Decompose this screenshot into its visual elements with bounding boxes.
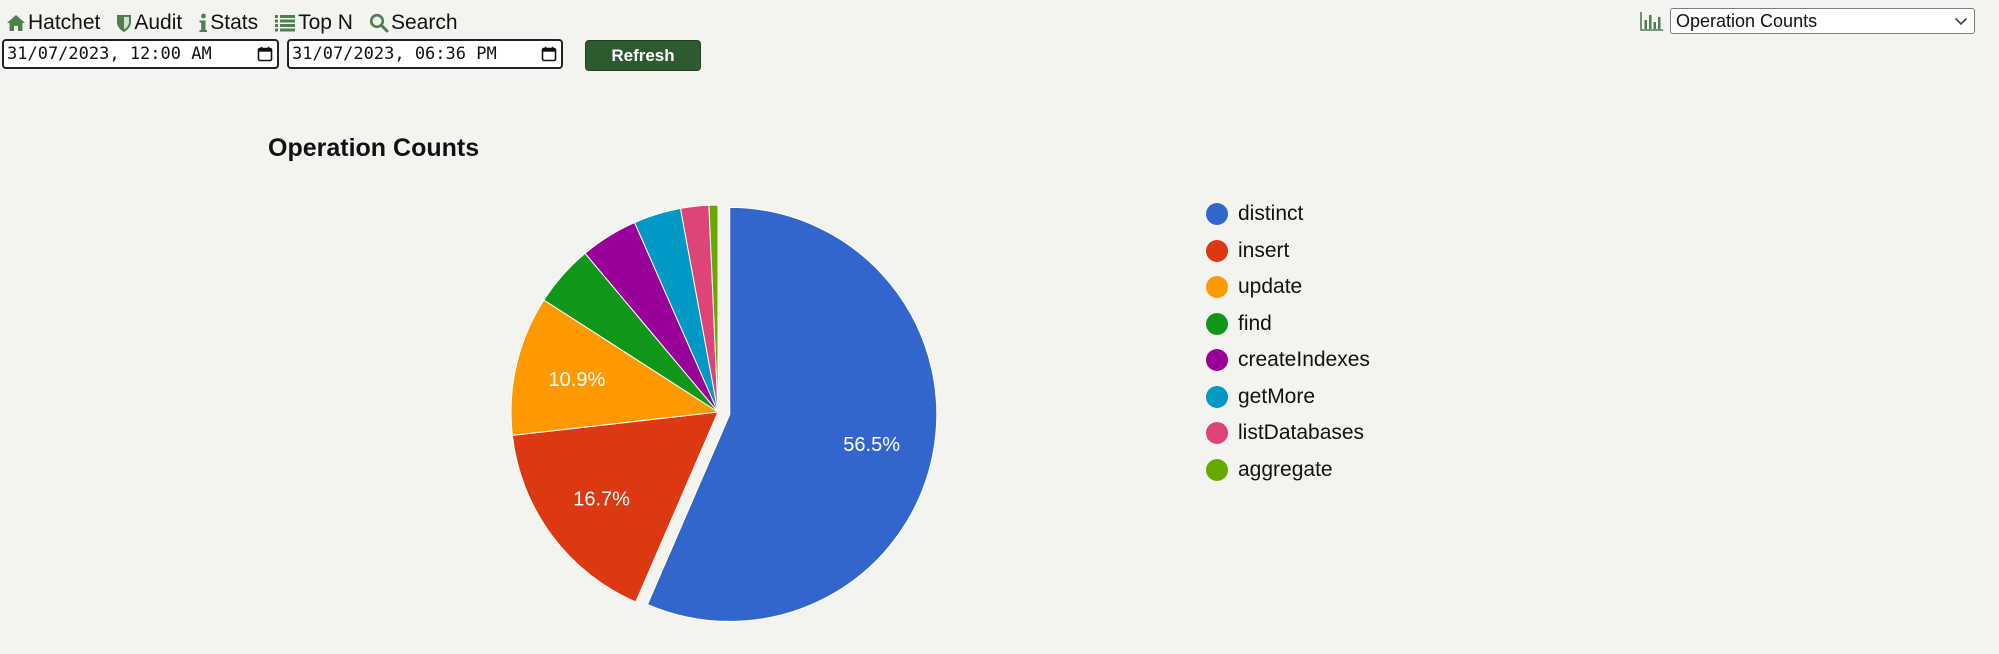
legend-item-insert[interactable]: insert xyxy=(1206,233,1370,270)
legend-label: aggregate xyxy=(1238,457,1333,481)
pie-slice-distinct[interactable] xyxy=(646,206,938,622)
legend-swatch xyxy=(1206,239,1228,262)
nav-item-label: Audit xyxy=(134,11,183,34)
nav-item-search[interactable]: Search xyxy=(369,11,458,35)
legend-item-aggregate[interactable]: aggregate xyxy=(1206,452,1370,489)
legend-swatch xyxy=(1206,203,1228,226)
chart-type-select[interactable]: Operation Counts xyxy=(1670,8,1975,34)
chart-legend: distinct insert update find createIndexes get… xyxy=(1206,196,1370,488)
chart-title: Operation Counts xyxy=(268,134,480,162)
nav-item-top-n[interactable]: Top N xyxy=(274,11,353,35)
pie-slice-label: 16.7% xyxy=(573,488,630,510)
pie-slice-update[interactable] xyxy=(510,299,720,436)
legend-label: update xyxy=(1238,275,1303,299)
legend-item-update[interactable]: update xyxy=(1206,269,1370,306)
legend-label: find xyxy=(1238,311,1272,335)
legend-swatch xyxy=(1206,312,1228,335)
chevron-down-icon xyxy=(1954,17,1968,26)
legend-swatch xyxy=(1206,349,1228,372)
pie-slice-label: 10.9% xyxy=(549,369,606,391)
calendar-icon[interactable] xyxy=(257,46,273,62)
legend-swatch xyxy=(1206,385,1228,408)
nav-item-stats[interactable]: Stats xyxy=(198,11,258,35)
legend-item-createIndexes[interactable]: createIndexes xyxy=(1206,342,1370,379)
start-datetime-value: 31/07/2023, 12:00 AM xyxy=(7,44,212,64)
end-datetime-input[interactable]: 31/07/2023, 06:36 PM xyxy=(287,39,563,69)
legend-swatch xyxy=(1206,276,1228,299)
chart-type-selected: Operation Counts xyxy=(1676,10,1818,31)
legend-label: listDatabases xyxy=(1238,421,1365,445)
list-icon xyxy=(274,14,296,32)
nav-item-hatchet[interactable]: Hatchet xyxy=(6,11,100,35)
top-nav: Hatchet Audit Stats Top N xyxy=(6,10,474,36)
legend-item-find[interactable]: find xyxy=(1206,306,1370,343)
nav-item-label: Stats xyxy=(210,11,259,34)
end-datetime-value: 31/07/2023, 06:36 PM xyxy=(292,44,497,64)
legend-label: getMore xyxy=(1238,384,1316,408)
legend-label: insert xyxy=(1238,238,1290,262)
pie-slice-insert[interactable] xyxy=(511,411,719,603)
pie-slice-aggregate[interactable] xyxy=(708,204,719,413)
shield-icon xyxy=(116,14,132,33)
legend-item-distinct[interactable]: distinct xyxy=(1206,196,1370,233)
start-datetime-input[interactable]: 31/07/2023, 12:00 AM xyxy=(2,39,279,69)
legend-label: distinct xyxy=(1238,202,1304,226)
nav-item-label: Top N xyxy=(298,11,353,34)
pie-slice-label: 56.5% xyxy=(843,434,900,456)
info-icon xyxy=(198,13,208,33)
legend-label: createIndexes xyxy=(1238,348,1370,372)
calendar-icon[interactable] xyxy=(541,46,557,62)
search-icon xyxy=(369,13,389,33)
legend-swatch xyxy=(1206,422,1228,445)
nav-item-label: Search xyxy=(390,11,458,34)
refresh-button[interactable]: Refresh xyxy=(585,40,701,71)
legend-item-listDatabases[interactable]: listDatabases xyxy=(1206,415,1370,452)
legend-item-getMore[interactable]: getMore xyxy=(1206,379,1370,416)
bar-chart-icon xyxy=(1640,11,1664,36)
nav-item-audit[interactable]: Audit xyxy=(116,11,182,35)
legend-swatch xyxy=(1206,458,1228,481)
nav-item-label: Hatchet xyxy=(28,11,101,34)
home-icon xyxy=(6,14,26,32)
